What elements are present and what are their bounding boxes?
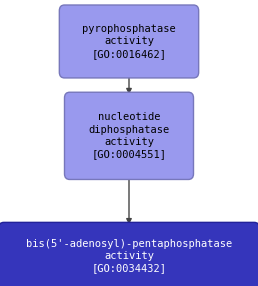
FancyBboxPatch shape bbox=[0, 223, 258, 286]
FancyBboxPatch shape bbox=[59, 5, 199, 78]
Text: nucleotide
diphosphatase
activity
[GO:0004551]: nucleotide diphosphatase activity [GO:00… bbox=[88, 112, 170, 160]
Text: bis(5'-adenosyl)-pentaphosphatase
activity
[GO:0034432]: bis(5'-adenosyl)-pentaphosphatase activi… bbox=[26, 239, 232, 273]
FancyBboxPatch shape bbox=[64, 92, 194, 180]
Text: pyrophosphatase
activity
[GO:0016462]: pyrophosphatase activity [GO:0016462] bbox=[82, 24, 176, 59]
